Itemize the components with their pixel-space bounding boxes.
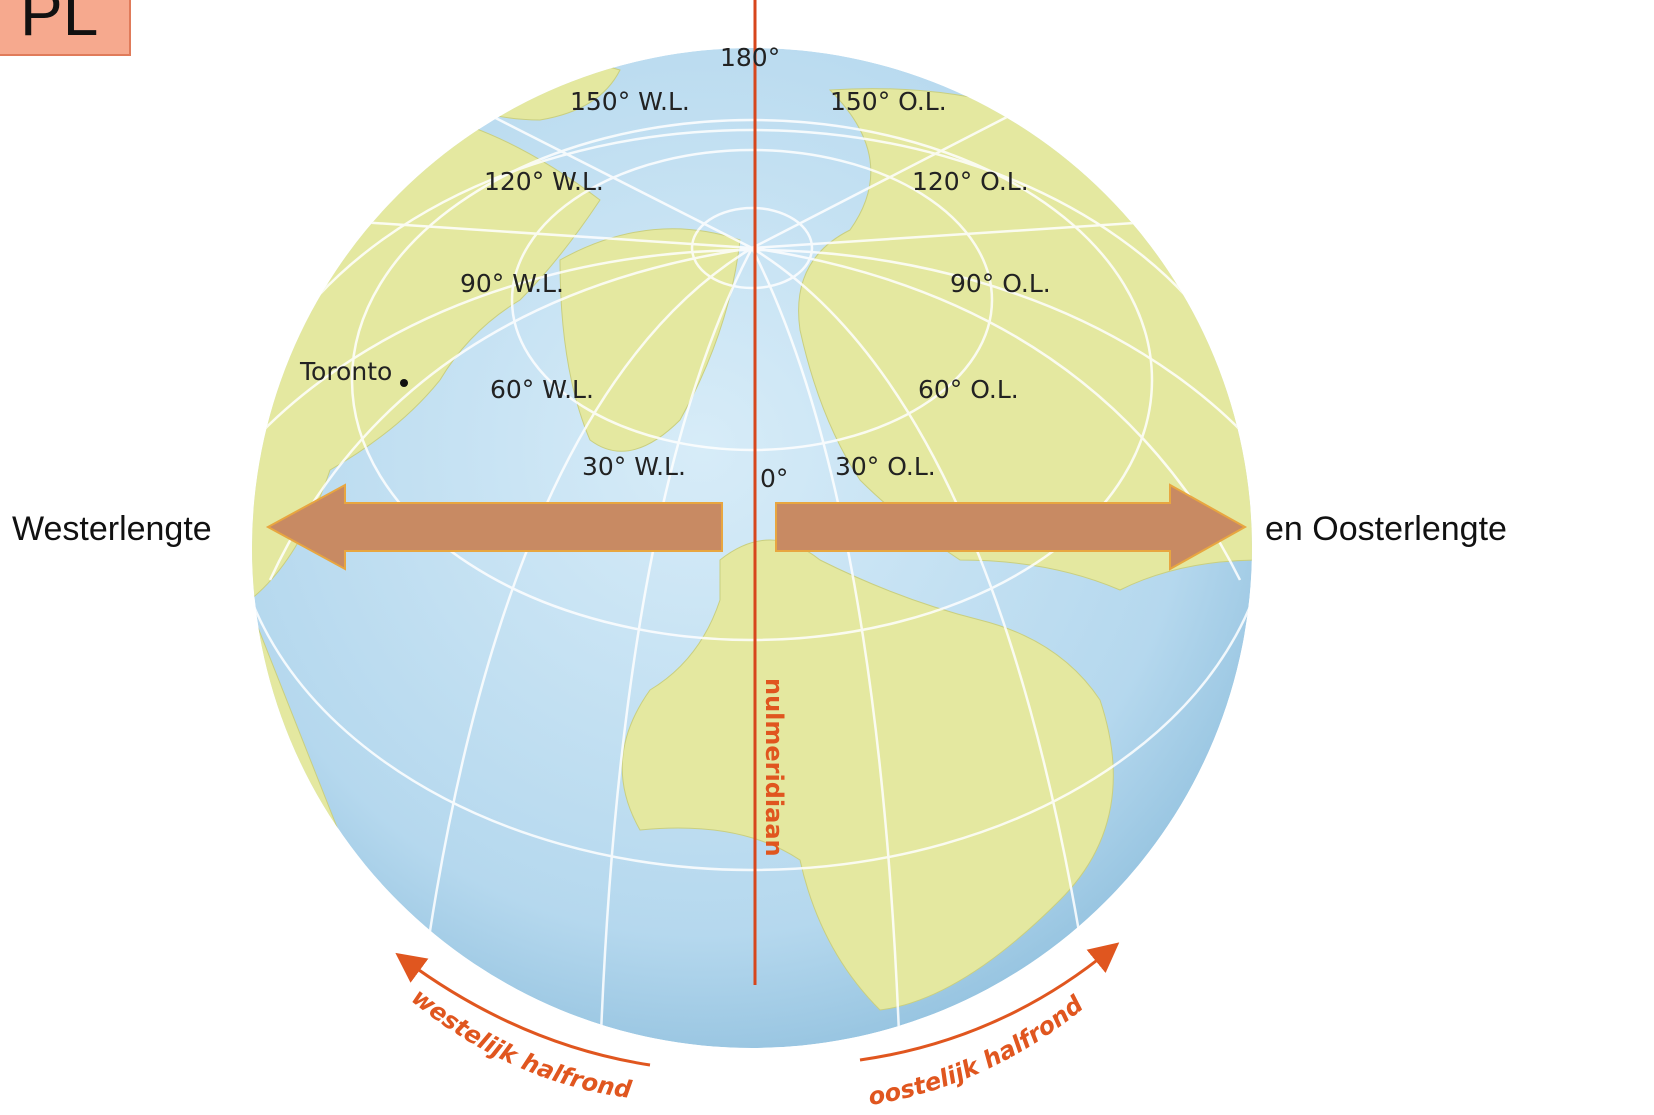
city-dot	[400, 379, 408, 387]
meridian-label: 120° O.L.	[912, 167, 1029, 196]
city-label: Toronto	[299, 357, 392, 386]
meridian-label: 60° W.L.	[490, 375, 594, 404]
meridian-label: 150° W.L.	[570, 87, 690, 116]
meridian-label: 60° O.L.	[918, 375, 1019, 404]
meridian-label: 90° O.L.	[950, 269, 1051, 298]
west-label: Westerlengte	[12, 510, 212, 548]
meridian-label: 30° O.L.	[835, 452, 936, 481]
meridian-label: 150° O.L.	[830, 87, 947, 116]
meridian-label: 180°	[720, 43, 780, 72]
meridian-label: 90° W.L.	[460, 269, 564, 298]
globe	[252, 48, 1252, 1048]
badge-text: PL	[20, 0, 98, 49]
meridian-label: 120° W.L.	[484, 167, 604, 196]
meridian-label: 0°	[760, 464, 788, 493]
badge	[0, 0, 131, 56]
west-arrow	[265, 483, 723, 571]
prime-meridian-label: nulmeridiaan	[760, 678, 788, 857]
east-label: en Oosterlengte	[1265, 510, 1507, 548]
east-arrow	[775, 483, 1248, 571]
meridian-label: 30° W.L.	[582, 452, 686, 481]
